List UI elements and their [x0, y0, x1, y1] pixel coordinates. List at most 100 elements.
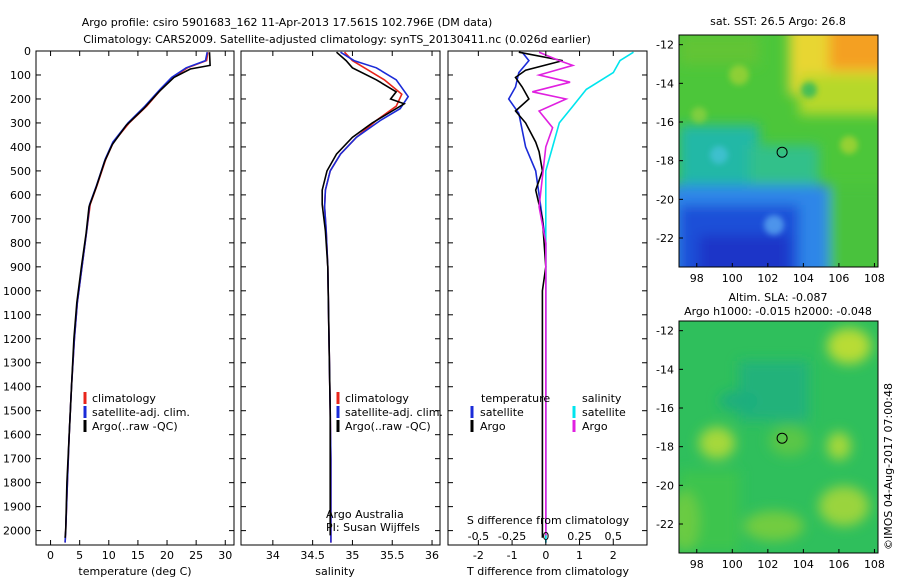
map-y-tick-label: -16 [656, 402, 674, 415]
x-tick-label: 34.5 [300, 549, 325, 562]
y-tick-label: 1600 [3, 429, 31, 442]
x-tick-label: 36 [425, 549, 439, 562]
map-x-tick-label: 104 [793, 558, 814, 571]
map-x-tick-label: 108 [864, 558, 885, 571]
figure-title-line2: Climatology: CARS2009. Satellite-adjuste… [83, 33, 591, 46]
x-tick-label: -1 [507, 549, 518, 562]
temperature-legend: climatology satellite-adj. clim. Argo(..… [83, 392, 190, 433]
difference-x2label: S difference from climatology [467, 514, 630, 527]
y-tick-label: 400 [10, 141, 31, 154]
x2-tick-label: 0.25 [567, 530, 592, 543]
map-x-tick-label: 106 [828, 272, 849, 285]
x2-tick-label: 0.5 [605, 530, 623, 543]
y-tick-label: 700 [10, 213, 31, 226]
sla-map-frame [678, 320, 879, 554]
y-tick-label: 1200 [3, 333, 31, 346]
map-y-tick-label: -20 [656, 479, 674, 492]
sla-map-panel: Altim. SLA: -0.087 Argo h1000: -0.015 h2… [656, 291, 885, 571]
x-tick-label: 25 [189, 549, 203, 562]
map-y-tick-label: -12 [656, 325, 674, 338]
x-tick-label: 2 [610, 549, 617, 562]
argo-position-marker [776, 432, 788, 444]
legend-label-satellite-adj: satellite-adj. clim. [92, 406, 190, 419]
map-x-tick-label: 106 [828, 558, 849, 571]
legend-label-climatology: climatology [345, 392, 409, 405]
map-y-tick-label: -20 [656, 193, 674, 206]
salinity-xlabel: salinity [315, 565, 355, 578]
float-owner-annotation: Argo Australia [326, 508, 404, 521]
series-line-climatology [323, 51, 403, 543]
map-x-tick-label: 104 [793, 272, 814, 285]
map-y-tick-label: -14 [656, 77, 674, 90]
legend-label-temp-satellite: satellite [480, 406, 524, 419]
y-tick-label: 800 [10, 237, 31, 250]
map-x-tick-label: 102 [757, 272, 778, 285]
y-tick-label: 1500 [3, 405, 31, 418]
legend-title-temperature: temperature [481, 392, 550, 405]
map-y-tick-label: -18 [656, 155, 674, 168]
y-tick-label: 900 [10, 261, 31, 274]
y-tick-label: 1800 [3, 477, 31, 490]
argo-position-marker [776, 146, 788, 158]
x2-tick-label: -0.25 [498, 530, 526, 543]
map-x-tick-label: 98 [690, 558, 704, 571]
x-tick-label: 10 [102, 549, 116, 562]
legend-label-satellite-adj: satellite-adj. clim. [345, 406, 443, 419]
x-tick-label: 5 [76, 549, 83, 562]
sst-map-frame [678, 34, 879, 268]
x-tick-label: 35.5 [380, 549, 405, 562]
map-y-tick-label: -12 [656, 39, 674, 52]
series-line-satellite-adj-clim [64, 52, 208, 543]
x-tick-label: 30 [218, 549, 232, 562]
series-line-argo-raw-qc [321, 51, 407, 536]
difference-axes-frame [447, 50, 648, 546]
y-tick-label: 2000 [3, 525, 31, 538]
y-tick-label: 1100 [3, 309, 31, 322]
legend-label-climatology: climatology [92, 392, 156, 405]
x-tick-label: 34 [266, 549, 280, 562]
y-tick-label: 300 [10, 117, 31, 130]
legend-label-sal-satellite: satellite [582, 406, 626, 419]
y-tick-label: 100 [10, 69, 31, 82]
legend-label-argo: Argo(..raw -QC) [345, 420, 431, 433]
map-x-tick-label: 100 [722, 272, 743, 285]
map-y-tick-label: -14 [656, 363, 674, 376]
sla-map-title-line2: Argo h1000: -0.015 h2000: -0.048 [684, 305, 872, 318]
series-line-satellite [544, 51, 634, 543]
temperature-xlabel: temperature (deg C) [78, 565, 191, 578]
map-y-tick-label: -22 [656, 232, 674, 245]
y-tick-label: 0 [24, 45, 31, 58]
imos-credit: ©IMOS 04-Aug-2017 07:00:48 [882, 383, 895, 550]
map-x-tick-label: 100 [722, 558, 743, 571]
salinity-panel: 34 34.5 35 35.5 36 salinity climatology sate… [240, 50, 443, 578]
series-line-argo-raw-qc [64, 52, 211, 538]
series-line-argo [532, 51, 576, 536]
x2-tick-label: 0 [542, 530, 549, 543]
y-tick-label: 200 [10, 93, 31, 106]
y-tick-label: 1400 [3, 381, 31, 394]
figure-title-line1: Argo profile: csiro 5901683_162 11-Apr-2… [82, 16, 493, 29]
sst-map-panel: sat. SST: 26.5 Argo: 26.8 [656, 15, 885, 285]
x-tick-label: 35 [345, 549, 359, 562]
legend-label-argo: Argo(..raw -QC) [92, 420, 178, 433]
float-pi-annotation: PI: Susan Wijffels [326, 521, 420, 534]
legend-label-temp-argo: Argo [480, 420, 506, 433]
salinity-axes-frame [240, 50, 441, 546]
map-y-tick-label: -22 [656, 518, 674, 531]
temperature-axes-frame [35, 50, 235, 546]
legend-label-sal-argo: Argo [582, 420, 608, 433]
x-tick-label: 0 [542, 549, 549, 562]
y-tick-label: 1000 [3, 285, 31, 298]
legend-title-salinity: salinity [582, 392, 622, 405]
difference-panel: -2 -1 0 1 2 -0.5 -0.25 0 0.25 0.5 T difference f… [447, 50, 648, 578]
series-line-climatology [64, 52, 209, 543]
salinity-legend: climatology satellite-adj. clim. Argo(..… [336, 392, 443, 433]
series-line-satellite-adj-clim [323, 51, 410, 543]
map-y-tick-label: -18 [656, 441, 674, 454]
sst-map-title: sat. SST: 26.5 Argo: 26.8 [710, 15, 846, 28]
difference-xlabel: T difference from climatology [466, 565, 629, 578]
x-tick-label: 15 [131, 549, 145, 562]
map-y-tick-label: -16 [656, 116, 674, 129]
x-tick-label: 1 [576, 549, 583, 562]
